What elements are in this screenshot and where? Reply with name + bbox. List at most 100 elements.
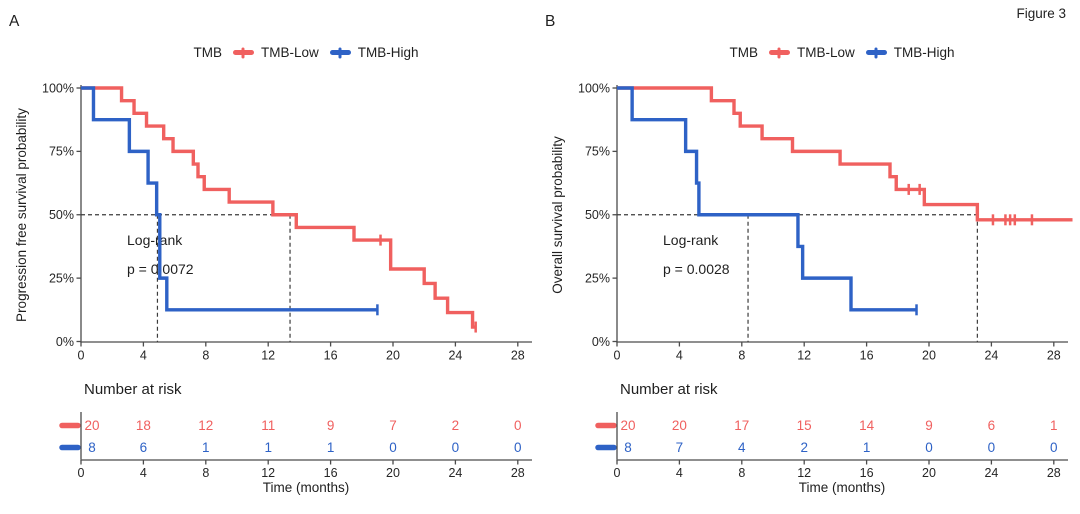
panel-a-label: A — [9, 13, 20, 30]
x-tick-label: 12 — [797, 349, 811, 363]
y-tick-label: 75% — [585, 145, 610, 159]
y-tick-label: 0% — [56, 335, 74, 349]
y-tick-label: 0% — [592, 335, 610, 349]
risk-count: 6 — [140, 440, 148, 455]
risk-count: 17 — [734, 418, 749, 433]
legend: TMB TMB-Low TMB-High — [81, 45, 531, 60]
risk-count: 20 — [672, 418, 687, 433]
logrank-label: Log-rank — [127, 232, 183, 248]
y-tick-label: 75% — [49, 145, 74, 159]
legend-item-tmb-high: TMB-High — [865, 45, 955, 60]
x-tick-label: 4 — [676, 349, 683, 363]
risk-axis-tick-label: 8 — [202, 466, 209, 480]
risk-axis-tick-label: 20 — [922, 466, 936, 480]
risk-axis-tick-label: 28 — [1047, 466, 1061, 480]
risk-count: 9 — [925, 418, 933, 433]
x-axis-title: Time (months) — [798, 480, 886, 495]
risk-count: 14 — [859, 418, 875, 433]
panel-a: A TMB TMB-Low TMB-High Progression free … — [0, 0, 544, 514]
x-tick-label: 16 — [860, 349, 874, 363]
panel-b-label: B — [545, 13, 556, 30]
legend-item-tmb-high: TMB-High — [329, 45, 419, 60]
logrank-label: Log-rank — [663, 232, 719, 248]
risk-count: 8 — [88, 440, 96, 455]
risk-count: 0 — [925, 440, 933, 455]
tmb-high-key-icon — [865, 50, 887, 55]
risk-count: 1 — [1050, 418, 1058, 433]
x-tick-label: 28 — [1047, 349, 1061, 363]
risk-table-title: Number at risk — [84, 381, 182, 398]
risk-count: 7 — [676, 440, 684, 455]
x-tick-label: 28 — [511, 349, 525, 363]
y-tick-label: 100% — [42, 81, 74, 95]
risk-count: 2 — [800, 440, 808, 455]
risk-axis-tick-label: 0 — [614, 466, 621, 480]
tmb-low-key-icon — [768, 50, 790, 55]
y-tick-label: 100% — [578, 81, 610, 95]
km-curve-tmb-low — [81, 86, 476, 329]
risk-axis-tick-label: 0 — [78, 466, 85, 480]
risk-count: 6 — [988, 418, 996, 433]
y-tick-label: 25% — [49, 271, 74, 285]
tmb-low-key-icon — [232, 50, 254, 55]
risk-axis-tick-label: 4 — [140, 466, 147, 480]
legend-item-tmb-low: TMB-Low — [768, 45, 855, 60]
x-tick-label: 8 — [738, 349, 745, 363]
risk-count: 1 — [202, 440, 210, 455]
risk-count: 1 — [863, 440, 871, 455]
risk-axis-tick-label: 8 — [738, 466, 745, 480]
risk-table-title: Number at risk — [620, 381, 718, 398]
km-curve-tmb-high — [81, 86, 378, 312]
x-tick-label: 20 — [922, 349, 936, 363]
y-tick-label: 50% — [585, 208, 610, 222]
y-tick-label: 25% — [585, 271, 610, 285]
risk-count: 1 — [327, 440, 335, 455]
risk-count: 12 — [198, 418, 213, 433]
legend: TMB TMB-Low TMB-High — [617, 45, 1067, 60]
legend-item-label: TMB-High — [893, 45, 955, 60]
risk-axis-tick-label: 28 — [511, 466, 525, 480]
risk-count: 15 — [797, 418, 812, 433]
risk-count: 0 — [1050, 440, 1058, 455]
km-curve-tmb-high — [617, 86, 917, 312]
km-curve-tmb-low — [617, 86, 1073, 222]
legend-title: TMB — [729, 45, 758, 60]
x-tick-label: 0 — [78, 349, 85, 363]
risk-axis-tick-label: 16 — [324, 466, 338, 480]
legend-title: TMB — [193, 45, 222, 60]
x-tick-label: 4 — [140, 349, 147, 363]
x-axis-title: Time (months) — [262, 480, 350, 495]
risk-count: 0 — [514, 418, 522, 433]
pvalue-label: p = 0.0028 — [663, 261, 730, 277]
risk-axis-tick-label: 20 — [386, 466, 400, 480]
risk-axis-tick-label: 24 — [448, 466, 462, 480]
risk-count: 11 — [261, 418, 275, 433]
x-tick-label: 0 — [614, 349, 621, 363]
tmb-high-key-icon — [329, 50, 351, 55]
risk-count: 20 — [620, 418, 635, 433]
risk-count: 7 — [389, 418, 397, 433]
logrank-annotation: Log-rank p = 0.0028 — [663, 226, 730, 284]
x-tick-label: 16 — [324, 349, 338, 363]
legend-item-label: TMB-High — [357, 45, 419, 60]
risk-count: 4 — [738, 440, 746, 455]
x-tick-label: 8 — [202, 349, 209, 363]
risk-count: 8 — [624, 440, 632, 455]
risk-count: 1 — [264, 440, 272, 455]
legend-item-label: TMB-Low — [796, 45, 855, 60]
x-tick-label: 12 — [261, 349, 275, 363]
risk-count: 9 — [327, 418, 335, 433]
risk-axis-tick-label: 12 — [797, 466, 811, 480]
risk-axis-tick-label: 16 — [860, 466, 874, 480]
x-tick-label: 24 — [448, 349, 462, 363]
risk-count: 0 — [452, 440, 460, 455]
legend-item-label: TMB-Low — [260, 45, 319, 60]
risk-axis-tick-label: 12 — [261, 466, 275, 480]
risk-count: 20 — [84, 418, 99, 433]
y-tick-label: 50% — [49, 208, 74, 222]
panel-b: B TMB TMB-Low TMB-High Overall survival … — [536, 0, 1080, 514]
risk-axis-tick-label: 4 — [676, 466, 683, 480]
